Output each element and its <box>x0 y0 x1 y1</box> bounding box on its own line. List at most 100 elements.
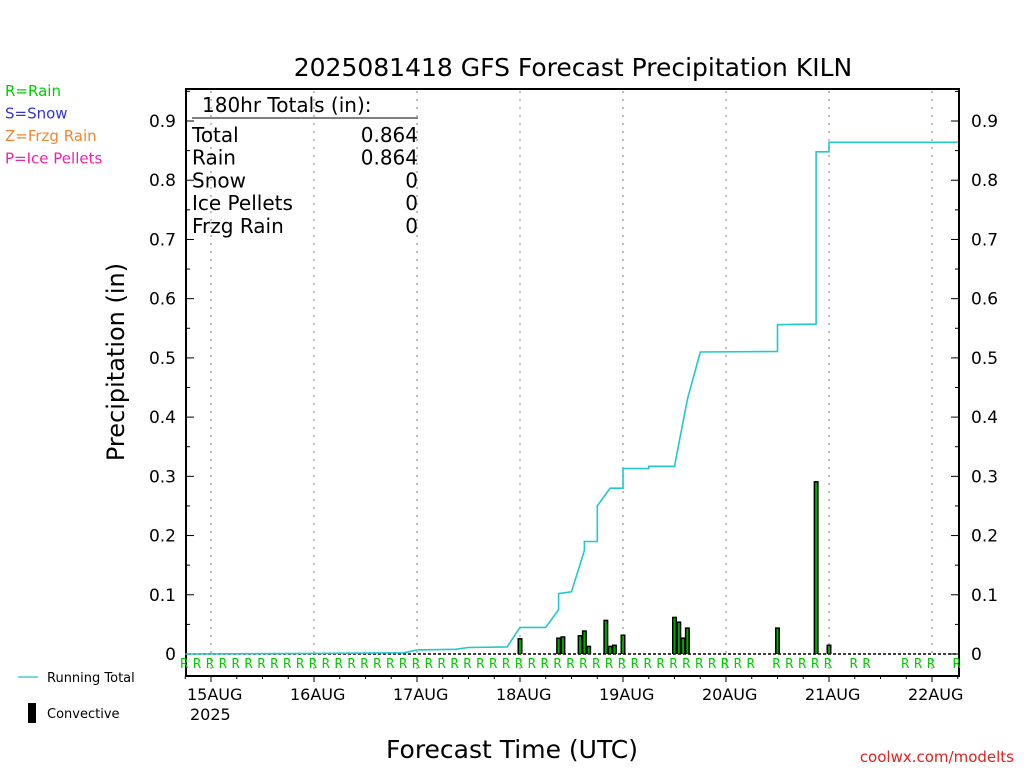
series-legend: Running Total Convective <box>18 671 135 723</box>
y-tick-label-right: 0.9 <box>971 112 998 132</box>
totals-row-value: 0 <box>405 168 418 192</box>
precip-type-marker: R <box>953 657 961 672</box>
precip-type-marker: R <box>579 657 587 672</box>
y-axis-ticks: 0 00.1 0.10.2 0.20.3 0.30.4 0.40.5 0.50.6 0.60.… <box>149 90 998 665</box>
precip-type-marker: R <box>193 657 201 672</box>
precip-type-marker: R <box>425 657 433 672</box>
totals-row-label: Rain <box>192 146 236 170</box>
precip-type-marker: R <box>180 657 188 672</box>
precip-type-marker: R <box>914 657 922 672</box>
convective-bar <box>517 638 523 654</box>
precip-type-marker: R <box>489 657 497 672</box>
precip-type-marker: R <box>734 657 742 672</box>
y-tick-label-left: 0.4 <box>149 408 176 428</box>
precip-type-marker: R <box>592 657 600 672</box>
convective-bar <box>577 635 583 654</box>
precip-type-marker: R <box>386 657 394 672</box>
precip-type-marker: R <box>335 657 343 672</box>
x-tick-label: 20AUG <box>702 685 757 704</box>
precip-type-marker: R <box>412 657 420 672</box>
precip-type-marker: R <box>695 657 703 672</box>
x-axis-label: Forecast Time (UTC) <box>386 735 638 764</box>
precip-type-marker: R <box>515 657 523 672</box>
y-tick-label-left: 0.9 <box>149 112 176 132</box>
convective-bar <box>684 627 690 654</box>
totals-row-value: 0.864 <box>361 146 418 170</box>
precip-type-marker: R <box>798 657 806 672</box>
totals-row-label: Snow <box>192 168 246 192</box>
y-tick-label-right: 0.5 <box>971 349 998 369</box>
precip-type-marker: R <box>476 657 484 672</box>
precip-type-marker: R <box>657 657 665 672</box>
convective-bar <box>560 636 566 654</box>
convective-bar-fill <box>673 618 676 654</box>
convective-bar <box>603 619 609 654</box>
totals-heading: 180hr Totals (in): <box>202 93 372 117</box>
precip-type-marker: R <box>554 657 562 672</box>
precip-type-marker: R <box>309 657 317 672</box>
x-tick-label: 15AUG <box>187 685 242 704</box>
convective-bar-fill <box>561 637 564 654</box>
precip-type-marker: R <box>901 657 909 672</box>
totals-row-value: 0.864 <box>361 123 418 147</box>
convective-bar-fill <box>613 646 616 654</box>
x-tick-label: 16AUG <box>290 685 345 704</box>
y-tick-label-right: 0 <box>971 645 982 665</box>
y-tick-label-right: 0.3 <box>971 467 998 487</box>
y-tick-label-left: 0.3 <box>149 467 176 487</box>
precip-type-marker: R <box>373 657 381 672</box>
y-tick-label-left: 0.5 <box>149 349 176 369</box>
precip-type-marker: R <box>773 657 781 672</box>
convective-bar <box>813 481 819 654</box>
x-tick-label: 21AUG <box>805 685 860 704</box>
precip-type-marker: R <box>451 657 459 672</box>
y-tick-label-left: 0.8 <box>149 171 176 191</box>
precip-type-marker: R <box>361 657 369 672</box>
precip-type-marker: R <box>528 657 536 672</box>
x-tick-label: 17AUG <box>393 685 448 704</box>
convective-bar <box>586 645 592 654</box>
convective-bar-fill <box>622 635 624 654</box>
running-total-line <box>185 141 958 655</box>
convective-bar-fill <box>604 621 607 654</box>
precip-type-legend-item: Z=Frzg Rain <box>5 127 97 145</box>
precip-type-marker: R <box>850 657 858 672</box>
precip-type-marker: R <box>270 657 278 672</box>
precip-type-marker: R <box>670 657 678 672</box>
convective-bar <box>607 645 613 654</box>
precip-type-marker: R <box>296 657 304 672</box>
convective-bar <box>676 621 682 654</box>
convective-bar-fill <box>587 647 590 654</box>
precip-type-marker: R <box>206 657 214 672</box>
convective-bar <box>611 644 617 654</box>
precip-type-marker: R <box>708 657 716 672</box>
x-axis-year-label: 2025 <box>190 705 231 724</box>
y-tick-label-right: 0.4 <box>971 408 998 428</box>
precip-type-marker: R <box>258 657 266 672</box>
precip-type-marker: R <box>618 657 626 672</box>
precip-type-legend-item: S=Snow <box>5 105 68 123</box>
precip-type-legend-item: R=Rain <box>5 82 61 100</box>
precip-type-marker: R <box>631 657 639 672</box>
precip-type-marker: R <box>399 657 407 672</box>
precip-type-marker: R <box>245 657 253 672</box>
y-axis-label: Precipitation (in) <box>102 263 130 461</box>
convective-bar <box>556 637 562 654</box>
convective-bar-fill <box>579 636 582 654</box>
precip-type-marker: R <box>785 657 793 672</box>
running-total-line-group <box>185 141 958 655</box>
y-tick-label-left: 0.2 <box>149 527 176 547</box>
totals-row-label: Frzg Rain <box>192 214 284 238</box>
precip-type-marker: R <box>863 657 871 672</box>
y-tick-label-right: 0.6 <box>971 290 998 310</box>
precip-type-marker: R <box>682 657 690 672</box>
convective-legend-label: Convective <box>47 707 120 722</box>
convective-bar-fill <box>686 628 689 654</box>
precip-type-marker: R <box>747 657 755 672</box>
x-axis-ticks: 15AUG 16AUG 17AUG 18AUG 19AUG 20AUG 21AUG 22AUG <box>184 676 963 704</box>
convective-bar-fill <box>609 647 612 654</box>
precip-type-marker: R <box>811 657 819 672</box>
totals-row-label: Total <box>191 123 239 147</box>
convective-bar <box>826 644 832 654</box>
